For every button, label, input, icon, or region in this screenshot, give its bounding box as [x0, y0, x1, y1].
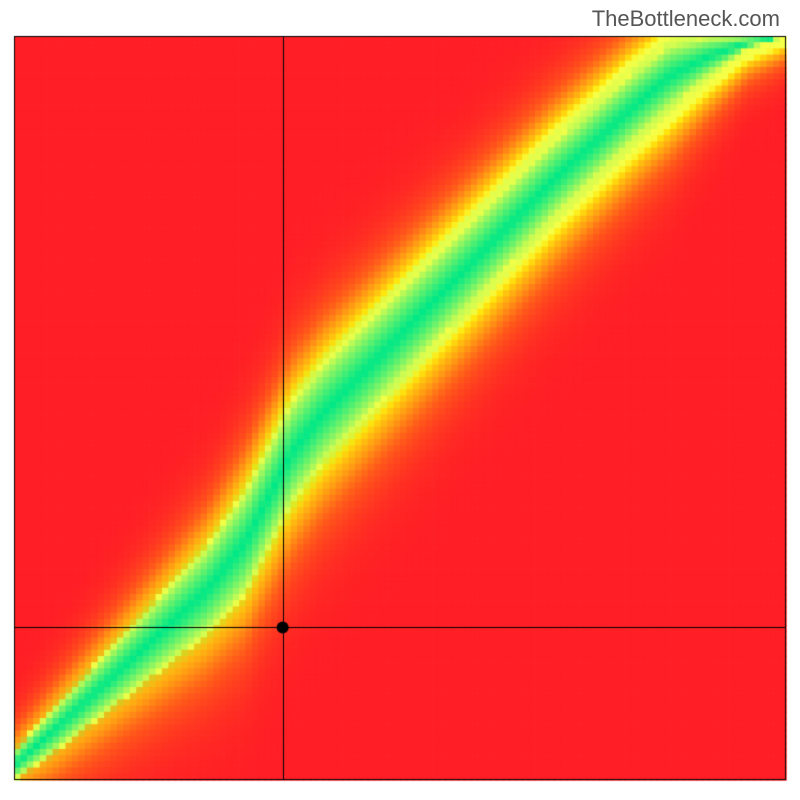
- chart-container: TheBottleneck.com: [0, 0, 800, 800]
- watermark-text: TheBottleneck.com: [592, 6, 780, 32]
- bottleneck-heatmap: [0, 0, 800, 800]
